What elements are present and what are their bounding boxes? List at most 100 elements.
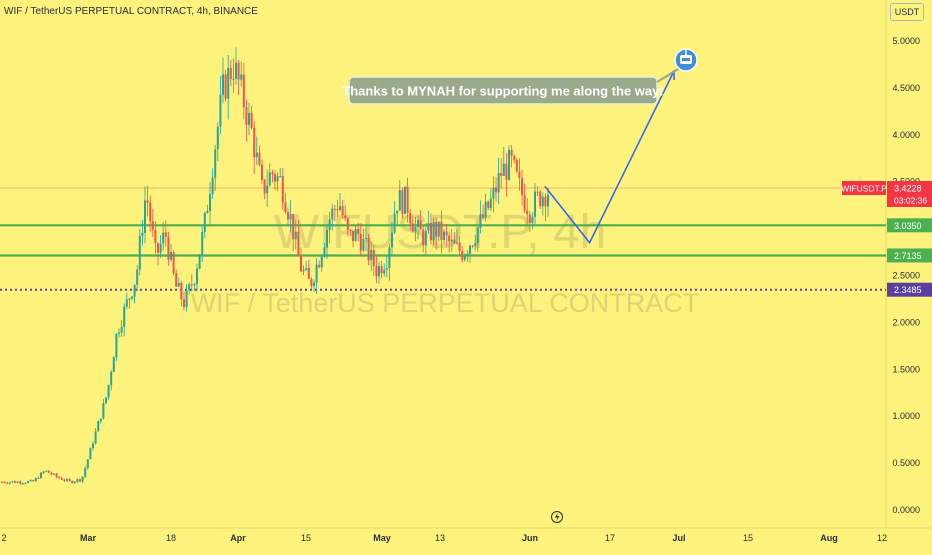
time-tick-label: 15: [301, 533, 311, 543]
candle-body: [544, 196, 547, 207]
annotation-callout[interactable]: Thanks to MYNAH for supporting me along …: [342, 67, 681, 105]
candle-body: [326, 230, 328, 248]
candle-body: [164, 232, 167, 237]
candle-body: [297, 231, 300, 255]
time-tick-label: May: [373, 533, 391, 543]
candle-body: [539, 191, 542, 207]
lightning-icon[interactable]: [551, 511, 563, 523]
time-tick-label: Jul: [672, 533, 685, 543]
price-tick-label: 0.0000: [892, 505, 920, 515]
candle-body: [391, 232, 393, 248]
candle-body: [372, 249, 375, 267]
candle-body: [8, 482, 11, 484]
time-tick-label: 18: [166, 533, 176, 543]
candle-body: [16, 481, 19, 483]
candle-body: [448, 235, 451, 242]
candle-body: [404, 186, 406, 214]
candle-body: [138, 236, 141, 270]
candle-body: [118, 332, 120, 334]
candle-body: [456, 242, 458, 244]
candle-body: [42, 471, 45, 473]
candle-body: [367, 237, 370, 261]
candle-body: [47, 470, 50, 473]
candle-body: [513, 156, 516, 160]
candle-body: [318, 264, 321, 268]
candle-body: [242, 74, 245, 108]
candle-body: [398, 190, 401, 211]
candle-body: [232, 78, 235, 80]
candle-body: [227, 67, 230, 99]
candle-body: [162, 232, 165, 244]
candle-body: [466, 253, 469, 256]
candle-body: [112, 357, 115, 372]
candle-body: [37, 478, 40, 480]
watermark-ticker: WIFUSDT.P, 4h: [274, 206, 607, 259]
candle-body: [518, 171, 521, 178]
level-tag-box: [887, 282, 932, 297]
candle-body: [406, 186, 409, 214]
candle-body: [6, 482, 9, 484]
candle-body: [89, 448, 92, 460]
candle-body: [115, 333, 118, 358]
candle-body: [526, 210, 529, 215]
candle-body: [172, 252, 175, 274]
annotation-box[interactable]: [348, 76, 658, 105]
candle-body: [55, 473, 58, 477]
candle-body: [352, 230, 354, 242]
candle-body: [528, 214, 531, 223]
annotation-text[interactable]: Thanks to MYNAH for supporting me along …: [342, 84, 663, 99]
candle-body: [427, 223, 430, 231]
time-tick-label: 15: [743, 533, 753, 543]
candle-body: [276, 176, 279, 182]
symbol-label: WIFUSDT.P: [841, 184, 887, 194]
projection-line[interactable]: [544, 70, 675, 245]
candle-body: [157, 243, 159, 253]
candle-body: [50, 472, 53, 475]
candle-body: [359, 233, 362, 251]
candle-body: [393, 213, 396, 233]
candle-body: [344, 215, 347, 219]
candle-body: [323, 247, 326, 257]
candle-body: [388, 247, 391, 268]
candle-body: [378, 266, 380, 277]
candle-body: [45, 470, 48, 472]
candle-body: [331, 208, 334, 220]
time-axis[interactable]: 2 Mar 18 Apr 15 May 13 Jun 17 Jul 15 Aug 12: [1, 533, 887, 543]
candle-body: [170, 252, 172, 260]
price-label-box: [887, 181, 932, 207]
candle-body: [505, 163, 508, 180]
candle-body: [159, 243, 162, 253]
candle-body: [229, 67, 232, 80]
candle-body: [32, 480, 35, 482]
robot-avatar-icon: [674, 48, 698, 72]
candle-body: [401, 190, 404, 214]
candle-body: [253, 127, 256, 158]
symbol-title[interactable]: WIF / TetherUS PERPETUAL CONTRACT, 4h, B…: [4, 6, 258, 17]
candle-body: [411, 223, 414, 232]
candle-body: [34, 478, 37, 482]
candle-body: [450, 239, 453, 242]
candle-body: [422, 229, 425, 246]
candle-body: [240, 74, 243, 80]
candle-body: [84, 467, 87, 477]
candle-body: [258, 152, 261, 165]
currency-selector[interactable]: USDT: [890, 3, 924, 21]
candle-body: [133, 284, 136, 297]
candle-body: [94, 431, 97, 444]
candle-body: [474, 243, 477, 247]
price-tick-label: 2.0000: [892, 317, 920, 327]
candle-body: [437, 221, 440, 237]
candle-body: [141, 232, 144, 237]
candle-body: [440, 221, 443, 240]
time-tick-label: Apr: [230, 533, 246, 543]
candle-body: [354, 228, 357, 242]
candle-body: [492, 187, 495, 199]
candle-body: [362, 239, 365, 251]
candle-body: [523, 194, 526, 211]
candle-body: [250, 113, 253, 128]
candle-body: [349, 230, 352, 232]
candle-body: [432, 222, 435, 241]
candle-body: [261, 164, 263, 180]
